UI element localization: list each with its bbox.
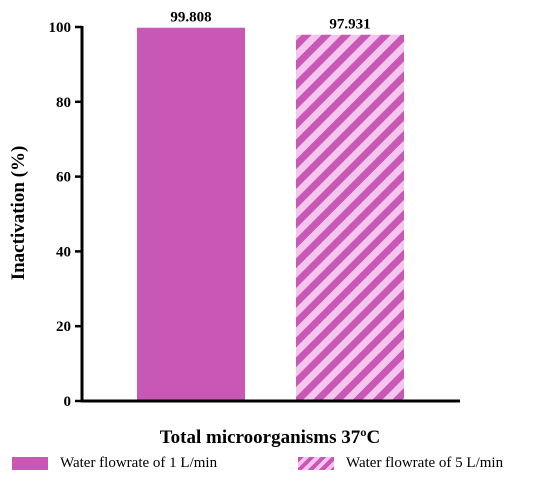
legend-item-2: Water flowrate of 5 L/min xyxy=(298,455,503,472)
data-label-2: 97.931 xyxy=(329,17,370,33)
bar-chart: 99.808 97.931 0 20 40 60 80 100 Inactivation (… xyxy=(8,10,460,448)
y-tick-label-20: 20 xyxy=(56,319,71,335)
y-tick-label-100: 100 xyxy=(49,20,72,36)
bar-2 xyxy=(296,34,404,401)
y-tick-label-40: 40 xyxy=(56,244,71,260)
y-tick-label-60: 60 xyxy=(56,170,71,186)
y-tick-label-0: 0 xyxy=(64,394,72,410)
bar-1 xyxy=(137,27,245,402)
legend-label-2: Water flowrate of 5 L/min xyxy=(346,455,504,471)
legend-label-1: Water flowrate of 1 L/min xyxy=(60,455,218,471)
legend-swatch-striped xyxy=(298,457,334,470)
y-tick-label-80: 80 xyxy=(56,95,71,111)
y-axis-title: Inactivation (%) xyxy=(8,146,29,281)
legend-swatch-solid xyxy=(12,457,48,470)
legend-item-1: Water flowrate of 1 L/min xyxy=(12,455,217,472)
x-axis-title: Total microorganisms 37ºC xyxy=(160,427,381,448)
legend: Water flowrate of 1 L/min Water flowrate… xyxy=(0,455,550,485)
data-label-1: 99.808 xyxy=(170,10,211,26)
